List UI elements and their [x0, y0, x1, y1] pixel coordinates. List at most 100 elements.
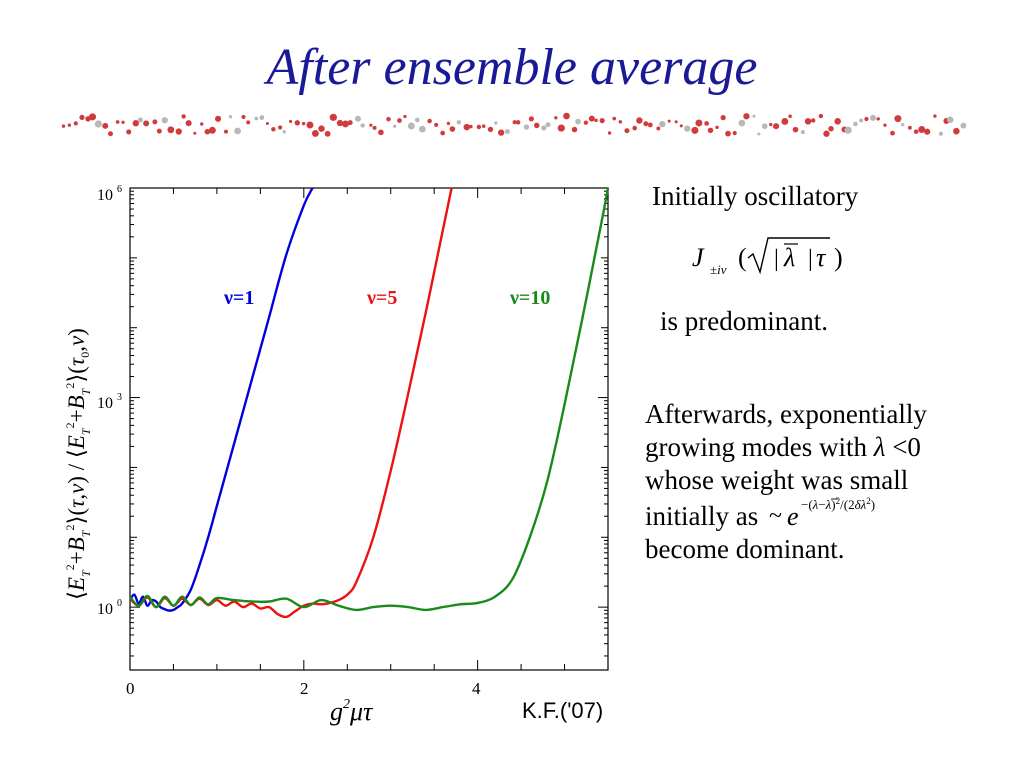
flower-dot [469, 124, 473, 129]
flower-dot [528, 116, 534, 122]
flower-dot [152, 119, 158, 125]
flower-dot [342, 120, 349, 128]
flower-dot [828, 125, 834, 132]
flower-dot [864, 116, 869, 122]
flower-dot [504, 129, 510, 135]
flower-dot [588, 115, 595, 122]
flower-dot [369, 123, 373, 127]
formula-subscript: ±iν [710, 262, 727, 277]
flower-dot [541, 125, 547, 131]
flower-dot [715, 125, 719, 130]
flower-dot [126, 129, 132, 135]
x-tick-label-0: 0 [126, 679, 135, 698]
flower-dot [571, 126, 578, 133]
flower-dot [419, 125, 426, 133]
flower-dot [347, 120, 353, 126]
flower-dot [185, 120, 192, 127]
flower-dot [704, 121, 709, 126]
x-tick-label-2: 2 [300, 679, 309, 698]
flower-dot [810, 118, 816, 123]
flower-dot [859, 118, 864, 123]
flower-dot [271, 127, 276, 132]
y-tick-label-1e0: 10 [97, 601, 113, 618]
flower-dot [167, 126, 175, 134]
flower-dot [288, 119, 293, 124]
flower-dot [563, 112, 570, 120]
series-lines [128, 187, 610, 619]
flower-dot [707, 127, 714, 134]
afterwards-paragraph: Afterwards, exponentially growing modes … [645, 398, 1015, 566]
flower-dot [476, 124, 482, 130]
flower-dot [844, 126, 852, 134]
lambda-symbol: λ [873, 432, 886, 462]
tick-marks [129, 187, 609, 670]
gaussian-formula: ~ e −(λ−λ)2/(2δλ2) [769, 496, 875, 531]
flower-dot [301, 121, 306, 126]
flower-dot [769, 122, 773, 127]
flower-dot [890, 130, 895, 136]
flower-dot [494, 121, 498, 125]
y-axis-label: ⟨ET2+BT2⟩(τ,ν) / ⟨ET2+BT2⟩(τ0,ν) [63, 328, 93, 600]
flower-dot [853, 121, 858, 127]
flower-dot [800, 130, 805, 135]
flower-dot [554, 116, 558, 120]
flower-dot [246, 120, 251, 125]
flower-dot [311, 129, 319, 137]
flower-dot [324, 130, 331, 137]
flower-dot [599, 118, 605, 124]
flower-dot [102, 122, 109, 129]
flower-garland [61, 112, 967, 137]
flower-dot [624, 128, 630, 134]
y-tick-label-1e6: 10 [97, 187, 113, 204]
flower-dot [481, 124, 486, 128]
flower-dot [823, 130, 830, 137]
formula-tau: τ [816, 243, 827, 272]
flower-dot [725, 130, 731, 137]
flower-dot [254, 116, 259, 121]
para-line-2a: growing modes with [645, 432, 867, 462]
para-line-1: Afterwards, exponentially [645, 399, 927, 429]
flower-dot [336, 119, 344, 127]
flower-dot [241, 114, 246, 120]
series-label-nu10: ν=10 [509, 287, 550, 309]
flower-dot [132, 120, 139, 127]
flower-dot [818, 113, 824, 119]
predominant-text: is predominant. [660, 306, 828, 336]
flower-dot [79, 114, 85, 120]
flower-dot [960, 122, 967, 129]
credit-text: K.F.('07) [522, 698, 604, 723]
flower-dot [870, 114, 877, 121]
flower-dot [757, 132, 761, 136]
flower-dot [294, 120, 301, 126]
flower-dot [259, 115, 265, 120]
flower-dot [108, 131, 113, 137]
flower-dot [487, 126, 494, 133]
formula-close-paren: ) [834, 243, 843, 272]
flower-dot [583, 120, 589, 125]
para-line-4-text: initially as [645, 501, 759, 531]
flower-dot [392, 124, 397, 128]
flower-dot [143, 120, 150, 127]
para-line-3: whose weight was small [645, 465, 909, 495]
formula-sqrt [747, 237, 830, 275]
flower-dot [61, 124, 66, 128]
flower-dot [720, 114, 726, 121]
flower-dot [515, 120, 521, 125]
x-tick-label-4: 4 [472, 679, 481, 698]
svg-text:~: ~ [769, 503, 782, 529]
flower-dot [691, 126, 699, 134]
flower-dot [773, 123, 780, 130]
flower-dot [449, 126, 456, 132]
flower-dot [403, 114, 407, 119]
flower-dot [228, 114, 233, 119]
flower-dot [575, 118, 581, 125]
flower-dot [636, 117, 643, 124]
flower-dot [876, 117, 880, 121]
para-line-2: growing modes with λ <0 [645, 431, 1015, 464]
para-line-5: become dominant. [645, 534, 845, 564]
flower-dot [215, 115, 222, 122]
series-line-nu1 [128, 187, 314, 612]
flower-dot [200, 122, 204, 126]
flower-dot [88, 113, 97, 121]
flower-dot [512, 120, 517, 125]
